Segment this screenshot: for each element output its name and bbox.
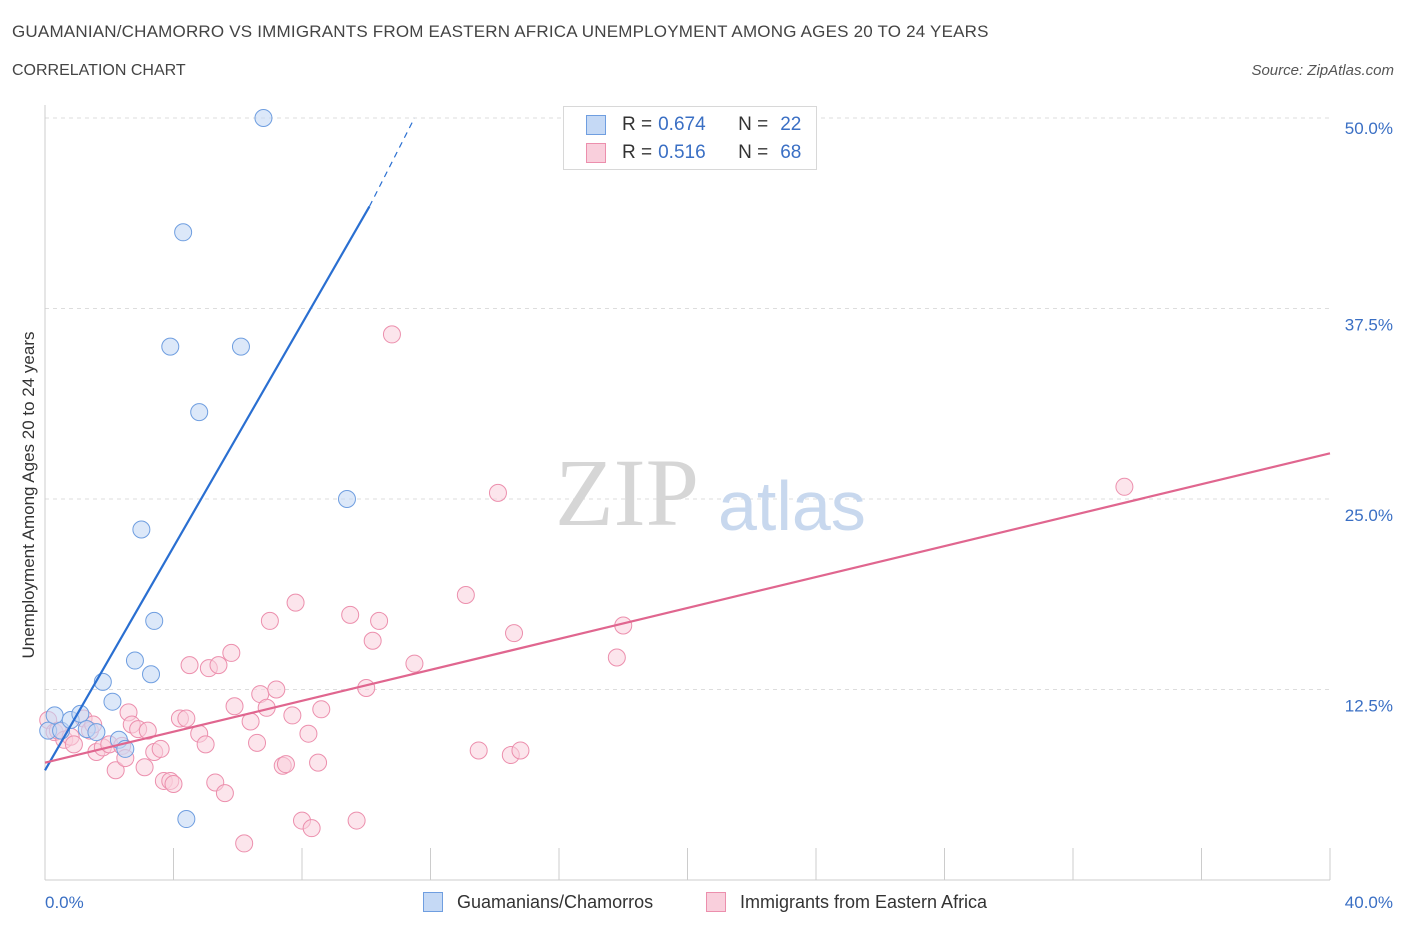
data-point-eastern-africa: [312, 700, 331, 719]
trend-line-guamanian: [44, 205, 371, 771]
data-point-eastern-africa: [151, 739, 170, 758]
legend-label-eastern-africa: Immigrants from Eastern Africa: [740, 891, 988, 912]
data-point-guamanian: [231, 337, 250, 356]
data-point-eastern-africa: [283, 706, 302, 725]
watermark-atlas: atlas: [718, 467, 866, 545]
data-point-guamanian: [125, 651, 144, 670]
correlation-legend: R = 0.674 N = 22 R = 0.516 N = 68: [563, 106, 817, 170]
data-point-eastern-africa: [302, 819, 321, 838]
x-tick-label: 0.0%: [45, 893, 84, 912]
data-point-eastern-africa: [209, 656, 228, 675]
data-point-eastern-africa: [488, 483, 507, 502]
data-point-eastern-africa: [370, 611, 389, 630]
source-label: Source: ZipAtlas.com: [1251, 62, 1394, 79]
trend-lines: [44, 117, 1331, 771]
grid-lines: [45, 117, 1330, 690]
data-point-guamanian: [190, 403, 209, 422]
x-tick-labels: 0.0% 40.0%: [45, 893, 1393, 912]
data-point-eastern-africa: [64, 735, 83, 754]
chart-title: GUAMANIAN/CHAMORRO VS IMMIGRANTS FROM EA…: [12, 22, 989, 41]
data-point-eastern-africa: [309, 753, 328, 772]
legend-label-guamanian: Guamanians/Chamorros: [457, 891, 654, 912]
watermark-zip: ZIP: [555, 439, 699, 546]
data-point-eastern-africa: [138, 721, 157, 740]
legend-swatch-pink: [586, 143, 606, 163]
data-point-eastern-africa: [180, 656, 199, 675]
trend-line-eastern-africa: [44, 452, 1331, 764]
trend-line-guamanian-extension: [368, 117, 415, 207]
bottom-legend-eastern-africa: Immigrants from Eastern Africa: [706, 890, 987, 914]
x-tick-label: 40.0%: [1345, 893, 1393, 912]
data-point-eastern-africa: [299, 724, 318, 743]
data-point-guamanian: [145, 611, 164, 630]
chart-subtitle: CORRELATION CHART: [12, 62, 186, 79]
data-point-guamanian: [337, 490, 356, 508]
data-point-guamanian: [103, 692, 122, 711]
n-value: 22: [780, 114, 802, 135]
y-tick-label: 50.0%: [1345, 119, 1393, 138]
data-point-eastern-africa: [260, 611, 279, 630]
data-point-eastern-africa: [164, 774, 183, 793]
bottom-legend-guamanian: Guamanians/Chamorros: [423, 890, 653, 914]
y-axis-label: Unemployment Among Ages 20 to 24 years: [19, 332, 38, 659]
r-value: 0.516: [658, 142, 706, 163]
data-point-eastern-africa: [382, 325, 401, 344]
series-guamanian-points: [39, 109, 356, 829]
n-label: N =: [738, 142, 769, 163]
data-point-guamanian: [174, 223, 193, 242]
data-point-guamanian: [161, 337, 180, 356]
data-point-eastern-africa: [135, 758, 154, 777]
data-point-eastern-africa: [225, 697, 244, 716]
data-point-eastern-africa: [248, 733, 267, 752]
data-point-eastern-africa: [106, 761, 125, 780]
data-point-eastern-africa: [235, 834, 254, 853]
r-label: R =: [622, 114, 653, 135]
data-point-guamanian: [254, 109, 273, 127]
data-point-eastern-africa: [607, 648, 626, 667]
legend-swatch-pink: [706, 892, 726, 912]
legend-swatch-blue: [423, 892, 443, 912]
data-point-eastern-africa: [363, 631, 382, 650]
data-point-eastern-africa: [357, 678, 376, 697]
data-point-eastern-africa: [276, 755, 295, 774]
data-point-eastern-africa: [177, 709, 196, 728]
data-point-guamanian: [45, 706, 64, 725]
n-label: N =: [738, 114, 769, 135]
data-point-guamanian: [177, 810, 196, 829]
data-point-eastern-africa: [215, 784, 234, 803]
data-point-eastern-africa: [341, 605, 360, 624]
legend-row-guamanian: R = 0.674 N = 22: [586, 113, 801, 137]
data-point-eastern-africa: [222, 643, 241, 662]
legend-row-eastern-africa: R = 0.516 N = 68: [586, 141, 801, 165]
data-point-eastern-africa: [405, 654, 424, 673]
y-tick-label: 12.5%: [1345, 697, 1393, 716]
r-value: 0.674: [658, 114, 706, 135]
axes: [44, 105, 1331, 881]
data-point-eastern-africa: [267, 680, 286, 699]
data-point-eastern-africa: [347, 811, 366, 830]
data-point-eastern-africa: [456, 586, 475, 605]
data-point-eastern-africa: [505, 624, 524, 643]
data-point-guamanian: [132, 520, 151, 539]
r-label: R =: [622, 142, 653, 163]
watermark: ZIP atlas: [555, 439, 866, 546]
data-point-eastern-africa: [469, 741, 488, 760]
y-tick-label: 37.5%: [1345, 316, 1393, 335]
legend-swatch-blue: [586, 115, 606, 135]
data-point-eastern-africa: [196, 735, 215, 754]
data-point-guamanian: [87, 723, 106, 742]
data-point-guamanian: [142, 665, 161, 684]
data-point-eastern-africa: [1115, 477, 1134, 496]
n-value: 68: [780, 142, 802, 163]
data-point-eastern-africa: [286, 593, 305, 612]
y-tick-label: 25.0%: [1345, 506, 1393, 525]
y-tick-labels: 12.5% 25.0% 37.5% 50.0%: [1345, 119, 1393, 716]
data-point-eastern-africa: [511, 741, 530, 760]
